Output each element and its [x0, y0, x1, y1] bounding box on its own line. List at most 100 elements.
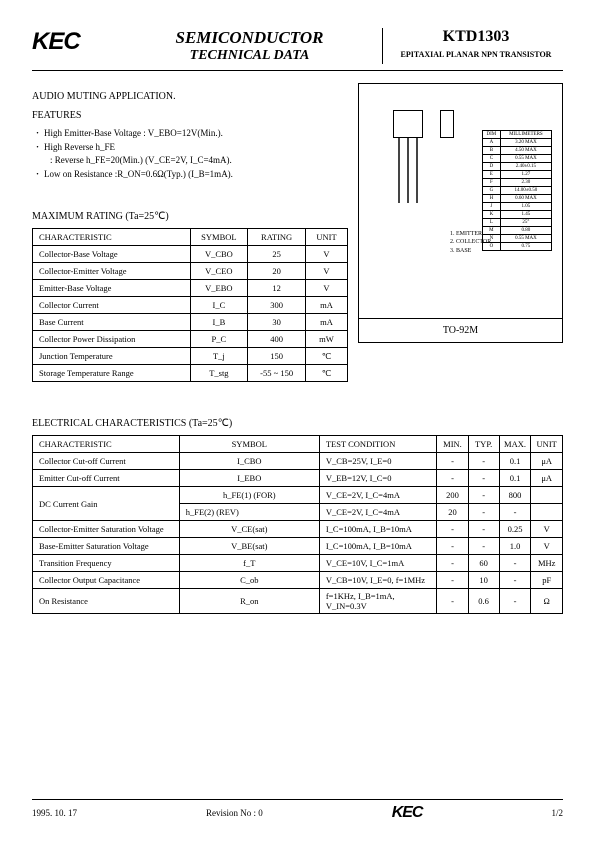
- table-cell: 0.1: [499, 453, 531, 470]
- elec-char-table: CHARACTERISTIC SYMBOL TEST CONDITION MIN…: [32, 435, 563, 614]
- table-cell: Collector Cut-off Current: [33, 453, 180, 470]
- table-cell: -: [499, 572, 531, 589]
- table-cell: 30: [248, 314, 306, 331]
- col-header: CHARACTERISTIC: [33, 229, 191, 246]
- dim-cell: E: [483, 171, 501, 179]
- table-cell: mA: [306, 314, 348, 331]
- feature-item: High Reverse h_FE: [36, 141, 348, 155]
- dim-header: MILLIMETERS: [500, 131, 551, 139]
- table-cell: V_CB=10V, I_E=0, f=1MHz: [319, 572, 437, 589]
- dim-cell: 1.05: [500, 203, 551, 211]
- table-cell: mW: [306, 331, 348, 348]
- table-cell: Collector-Emitter Voltage: [33, 263, 191, 280]
- table-cell: Junction Temperature: [33, 348, 191, 365]
- dim-cell: 0.55 MAX: [500, 235, 551, 243]
- table-cell: -: [468, 521, 499, 538]
- table-cell: h_FE(1) (FOR): [179, 487, 319, 504]
- table-cell: V: [531, 521, 563, 538]
- col-header: MIN.: [437, 436, 468, 453]
- table-cell: V_BE(sat): [179, 538, 319, 555]
- col-header: UNIT: [306, 229, 348, 246]
- table-cell: V: [306, 263, 348, 280]
- table-cell: V_CBO: [190, 246, 248, 263]
- dim-cell: 1.27: [500, 171, 551, 179]
- table-cell: Emitter-Base Voltage: [33, 280, 191, 297]
- col-header: UNIT: [531, 436, 563, 453]
- table-cell: -: [499, 555, 531, 572]
- title-line1: SEMICONDUCTOR: [127, 28, 372, 48]
- table-cell: h_FE(2) (REV): [179, 504, 319, 521]
- table-cell: f_T: [179, 555, 319, 572]
- table-cell: I_C: [190, 297, 248, 314]
- elec-char-title: ELECTRICAL CHARACTERISTICS (Ta=25℃): [32, 418, 563, 429]
- table-cell: V_CE(sat): [179, 521, 319, 538]
- col-header: TEST CONDITION: [319, 436, 437, 453]
- col-header: CHARACTERISTIC: [33, 436, 180, 453]
- table-cell: I_C=100mA, I_B=10mA: [319, 521, 437, 538]
- table-cell: 300: [248, 297, 306, 314]
- part-number: KTD1303: [389, 28, 563, 46]
- table-cell: DC Current Gain: [33, 487, 180, 521]
- table-cell: 0.25: [499, 521, 531, 538]
- dim-cell: 0.55 MAX: [500, 155, 551, 163]
- table-cell: 0.1: [499, 470, 531, 487]
- table-cell: V_CE=2V, I_C=4mA: [319, 487, 437, 504]
- dim-cell: H: [483, 195, 501, 203]
- table-cell: MHz: [531, 555, 563, 572]
- title-line2: TECHNICAL DATA: [127, 48, 372, 64]
- dim-cell: 25°: [500, 219, 551, 227]
- table-cell: [531, 487, 563, 504]
- table-cell: 1.0: [499, 538, 531, 555]
- dim-cell: J: [483, 203, 501, 211]
- table-cell: f=1KHz, I_B=1mA, V_IN=0.3V: [319, 589, 437, 614]
- table-cell: Collector Output Capacitance: [33, 572, 180, 589]
- col-header: SYMBOL: [179, 436, 319, 453]
- table-cell: I_EBO: [179, 470, 319, 487]
- table-cell: -: [468, 453, 499, 470]
- features-list: High Emitter-Base Voltage : V_EBO=12V(Mi…: [36, 127, 348, 181]
- dimension-table: DIMMILLIMETERS A3.20 MAXB4.50 MAXC0.55 M…: [482, 130, 552, 251]
- table-cell: Ω: [531, 589, 563, 614]
- footer-date: 1995. 10. 17: [32, 808, 77, 818]
- dim-cell: K: [483, 211, 501, 219]
- table-cell: -: [437, 470, 468, 487]
- table-cell: V: [306, 246, 348, 263]
- table-cell: V_CEO: [190, 263, 248, 280]
- table-cell: μA: [531, 453, 563, 470]
- table-cell: -55 ~ 150: [248, 365, 306, 382]
- table-cell: V_CB=25V, I_E=0: [319, 453, 437, 470]
- col-header: SYMBOL: [190, 229, 248, 246]
- table-cell: -: [468, 470, 499, 487]
- dim-cell: 2.30: [500, 179, 551, 187]
- table-cell: [531, 504, 563, 521]
- table-cell: 800: [499, 487, 531, 504]
- feature-item: High Emitter-Base Voltage : V_EBO=12V(Mi…: [36, 127, 348, 141]
- table-cell: V: [531, 538, 563, 555]
- max-rating-table: CHARACTERISTIC SYMBOL RATING UNIT Collec…: [32, 228, 348, 382]
- table-cell: Base Current: [33, 314, 191, 331]
- dim-header: DIM: [483, 131, 501, 139]
- dim-cell: L: [483, 219, 501, 227]
- part-description: EPITAXIAL PLANAR NPN TRANSISTOR: [389, 50, 563, 59]
- table-cell: -: [499, 589, 531, 614]
- dim-cell: 0.60 MAX: [500, 195, 551, 203]
- table-cell: -: [468, 538, 499, 555]
- part-header: KTD1303 EPITAXIAL PLANAR NPN TRANSISTOR: [383, 28, 563, 64]
- table-cell: 20: [248, 263, 306, 280]
- header: KEC SEMICONDUCTOR TECHNICAL DATA KTD1303…: [32, 28, 563, 71]
- table-cell: ℃: [306, 365, 348, 382]
- max-rating-title: MAXIMUM RATING (Ta=25℃): [32, 211, 348, 222]
- table-cell: V: [306, 280, 348, 297]
- table-cell: -: [437, 572, 468, 589]
- pin-label: 3. BASE: [450, 247, 491, 255]
- feature-item: : Reverse h_FE=20(Min.) (V_CE=2V, I_C=4m…: [36, 154, 348, 168]
- table-cell: C_ob: [179, 572, 319, 589]
- table-cell: 60: [468, 555, 499, 572]
- footer-logo: KEC: [392, 804, 423, 822]
- package-name: TO-92M: [359, 318, 562, 336]
- table-cell: 12: [248, 280, 306, 297]
- pin-labels: 1. EMITTER 2. COLLECTOR 3. BASE: [450, 230, 491, 255]
- dim-cell: 0.75: [500, 243, 551, 251]
- table-cell: R_on: [179, 589, 319, 614]
- table-cell: Collector Power Dissipation: [33, 331, 191, 348]
